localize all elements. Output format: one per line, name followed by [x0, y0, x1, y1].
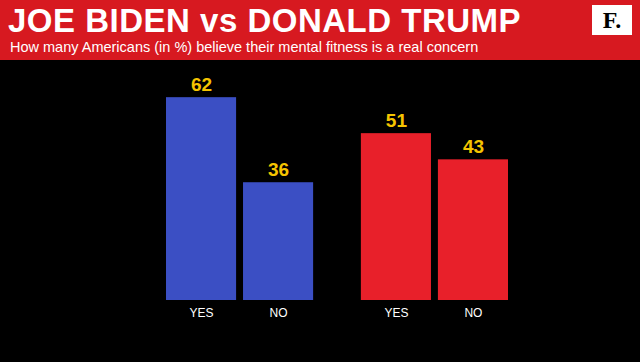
svg-text:NO: NO — [270, 306, 288, 320]
html-text:F.: F. — [602, 7, 622, 33]
html-text:How many Americans (in %) beli: How many Americans (in %) believe their … — [10, 39, 479, 55]
svg-text:43: 43 — [463, 136, 484, 157]
svg-text:YES: YES — [190, 306, 214, 320]
svg-text:YES: YES — [384, 306, 408, 320]
svg-text:51: 51 — [386, 110, 408, 131]
svg-text:36: 36 — [268, 159, 289, 180]
svg-text:NO: NO — [464, 306, 482, 320]
html-text:JOE BIDEN vs DONALD TRUMP: JOE BIDEN vs DONALD TRUMP — [8, 2, 522, 39]
svg-text:62: 62 — [191, 74, 212, 95]
